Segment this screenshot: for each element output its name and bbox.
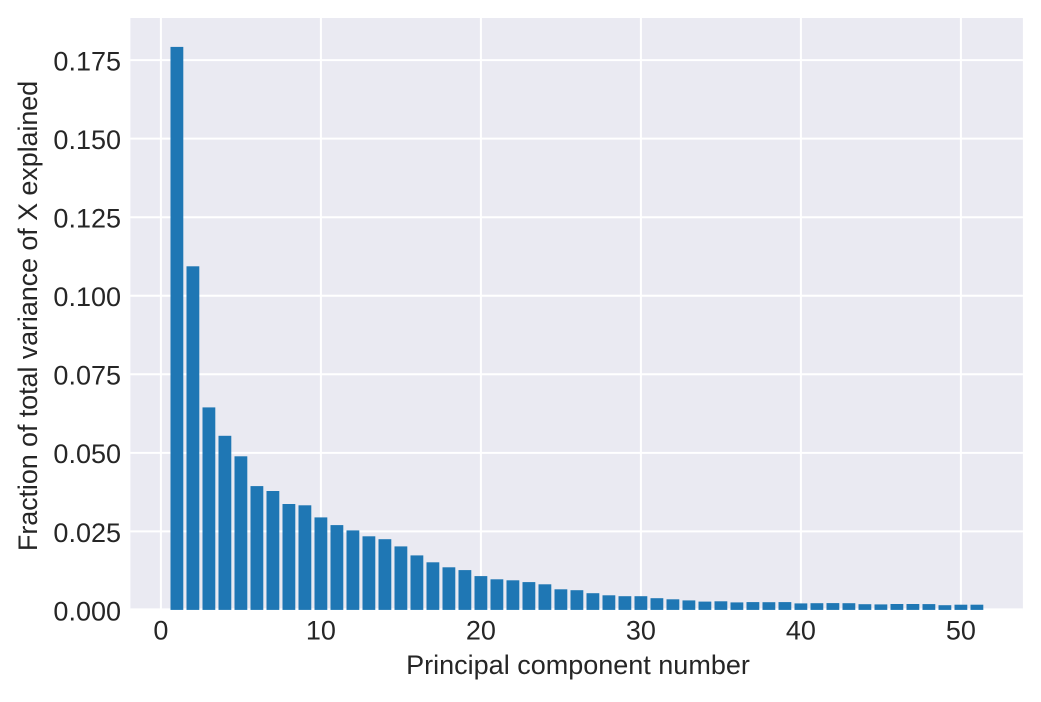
- svg-text:Principal component number: Principal component number: [406, 650, 750, 680]
- svg-text:0.025: 0.025: [53, 518, 121, 548]
- svg-text:0.075: 0.075: [53, 361, 121, 391]
- svg-text:10: 10: [306, 615, 336, 645]
- svg-text:0.000: 0.000: [53, 596, 121, 626]
- svg-text:0.050: 0.050: [53, 439, 121, 469]
- svg-text:30: 30: [626, 615, 656, 645]
- svg-text:20: 20: [466, 615, 496, 645]
- svg-text:0.150: 0.150: [53, 125, 121, 155]
- svg-text:0.175: 0.175: [53, 47, 121, 77]
- svg-text:0: 0: [153, 615, 168, 645]
- svg-text:0.125: 0.125: [53, 204, 121, 234]
- svg-text:0.100: 0.100: [53, 282, 121, 312]
- svg-text:50: 50: [946, 615, 976, 645]
- svg-text:Fraction of total variance of: Fraction of total variance of X explaine…: [13, 81, 43, 551]
- svg-text:40: 40: [786, 615, 816, 645]
